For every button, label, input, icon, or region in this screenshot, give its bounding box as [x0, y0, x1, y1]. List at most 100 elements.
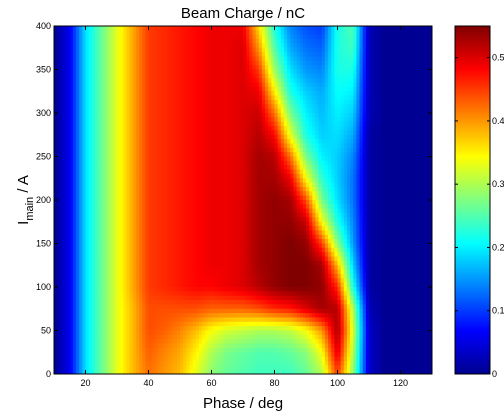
heatmap-cell: [85, 173, 90, 179]
heatmap-cell: [117, 113, 121, 118]
heatmap-cell: [129, 104, 134, 110]
heatmap-cell: [340, 165, 345, 171]
heatmap-cell: [331, 200, 335, 205]
heatmap-cell: [104, 34, 109, 40]
heatmap-cell: [214, 86, 219, 92]
heatmap-cell: [227, 56, 231, 62]
heatmap-cell: [72, 204, 77, 210]
heatmap-cell: [142, 156, 146, 162]
heatmap-cell: [268, 139, 272, 145]
heatmap-cell: [255, 82, 260, 88]
heatmap-cell: [299, 195, 304, 201]
heatmap-cell: [195, 165, 200, 171]
heatmap-cell: [224, 169, 228, 175]
heatmap-cell: [422, 69, 427, 75]
heatmap-cell: [428, 30, 432, 36]
heatmap-cell: [132, 56, 137, 62]
heatmap-cell: [255, 173, 260, 179]
heatmap-cell: [318, 182, 323, 188]
heatmap-cell: [94, 78, 99, 84]
heatmap-cell: [227, 73, 231, 79]
heatmap-cell: [66, 134, 71, 140]
heatmap-cell: [202, 186, 206, 192]
heatmap-cell: [145, 130, 150, 136]
heatmap-cell: [394, 82, 398, 88]
heatmap-cell: [350, 47, 354, 53]
heatmap-cell: [243, 117, 247, 123]
heatmap-cell: [79, 39, 83, 44]
heatmap-cell: [60, 52, 65, 58]
heatmap-cell: [425, 195, 430, 201]
heatmap-cell: [211, 160, 216, 166]
heatmap-cell: [306, 130, 310, 136]
heatmap-cell: [135, 65, 140, 71]
heatmap-cell: [403, 52, 408, 58]
heatmap-cell: [413, 95, 417, 101]
heatmap-cell: [76, 47, 80, 53]
heatmap-cell: [271, 95, 276, 101]
heatmap-cell: [331, 73, 335, 79]
heatmap-cell: [378, 195, 383, 201]
heatmap-cell: [337, 30, 342, 36]
heatmap-cell: [287, 173, 291, 179]
heatmap-cell: [139, 191, 143, 197]
heatmap-cell: [403, 86, 408, 92]
heatmap-cell: [142, 47, 146, 53]
heatmap-cell: [400, 91, 405, 97]
heatmap-cell: [246, 160, 250, 166]
heatmap-cell: [268, 113, 272, 118]
heatmap-cell: [397, 182, 402, 188]
heatmap-cell: [233, 130, 238, 136]
heatmap-cell: [255, 73, 260, 79]
heatmap-cell: [416, 186, 420, 192]
heatmap-cell: [258, 126, 263, 131]
heatmap-cell: [321, 156, 326, 162]
heatmap-cell: [198, 191, 203, 197]
heatmap-cell: [82, 204, 87, 210]
heatmap-cell: [343, 108, 348, 114]
heatmap-cell: [340, 182, 345, 188]
heatmap-cell: [117, 60, 121, 66]
heatmap-cell: [337, 69, 342, 75]
heatmap-cell: [63, 104, 68, 110]
heatmap-cell: [350, 156, 354, 162]
heatmap-cell: [324, 69, 329, 75]
heatmap-cell: [252, 39, 257, 44]
heatmap-cell: [309, 134, 313, 140]
heatmap-cell: [306, 69, 310, 75]
heatmap-cell: [148, 204, 153, 210]
heatmap-cell: [249, 39, 254, 44]
heatmap-cell: [391, 52, 395, 58]
heatmap-cell: [359, 113, 364, 118]
heatmap-cell: [425, 86, 430, 92]
heatmap-cell: [362, 160, 367, 166]
heatmap-cell: [217, 143, 222, 149]
heatmap-cell: [72, 56, 77, 62]
heatmap-cell: [132, 47, 137, 53]
heatmap-cell: [337, 82, 342, 88]
heatmap-cell: [224, 52, 228, 58]
heatmap-cell: [261, 191, 266, 197]
heatmap-cell: [85, 60, 90, 66]
heatmap-cell: [365, 56, 370, 62]
heatmap-cell: [164, 139, 168, 145]
heatmap-cell: [359, 152, 364, 158]
heatmap-cell: [350, 104, 354, 110]
heatmap-cell: [85, 130, 90, 136]
heatmap-cell: [324, 73, 329, 79]
heatmap-cell: [151, 195, 156, 201]
heatmap-cell: [299, 165, 304, 171]
heatmap-cell: [353, 52, 357, 58]
heatmap-cell: [258, 47, 263, 53]
heatmap-cell: [60, 143, 65, 149]
heatmap-cell: [60, 56, 65, 62]
heatmap-cell: [350, 178, 354, 184]
heatmap-cell: [353, 86, 357, 92]
heatmap-cell: [306, 60, 310, 66]
heatmap-cell: [211, 52, 216, 58]
heatmap-cell: [239, 43, 244, 49]
heatmap-cell: [170, 65, 175, 71]
heatmap-cell: [416, 113, 420, 118]
heatmap-cell: [378, 182, 383, 188]
heatmap-cell: [268, 52, 272, 58]
